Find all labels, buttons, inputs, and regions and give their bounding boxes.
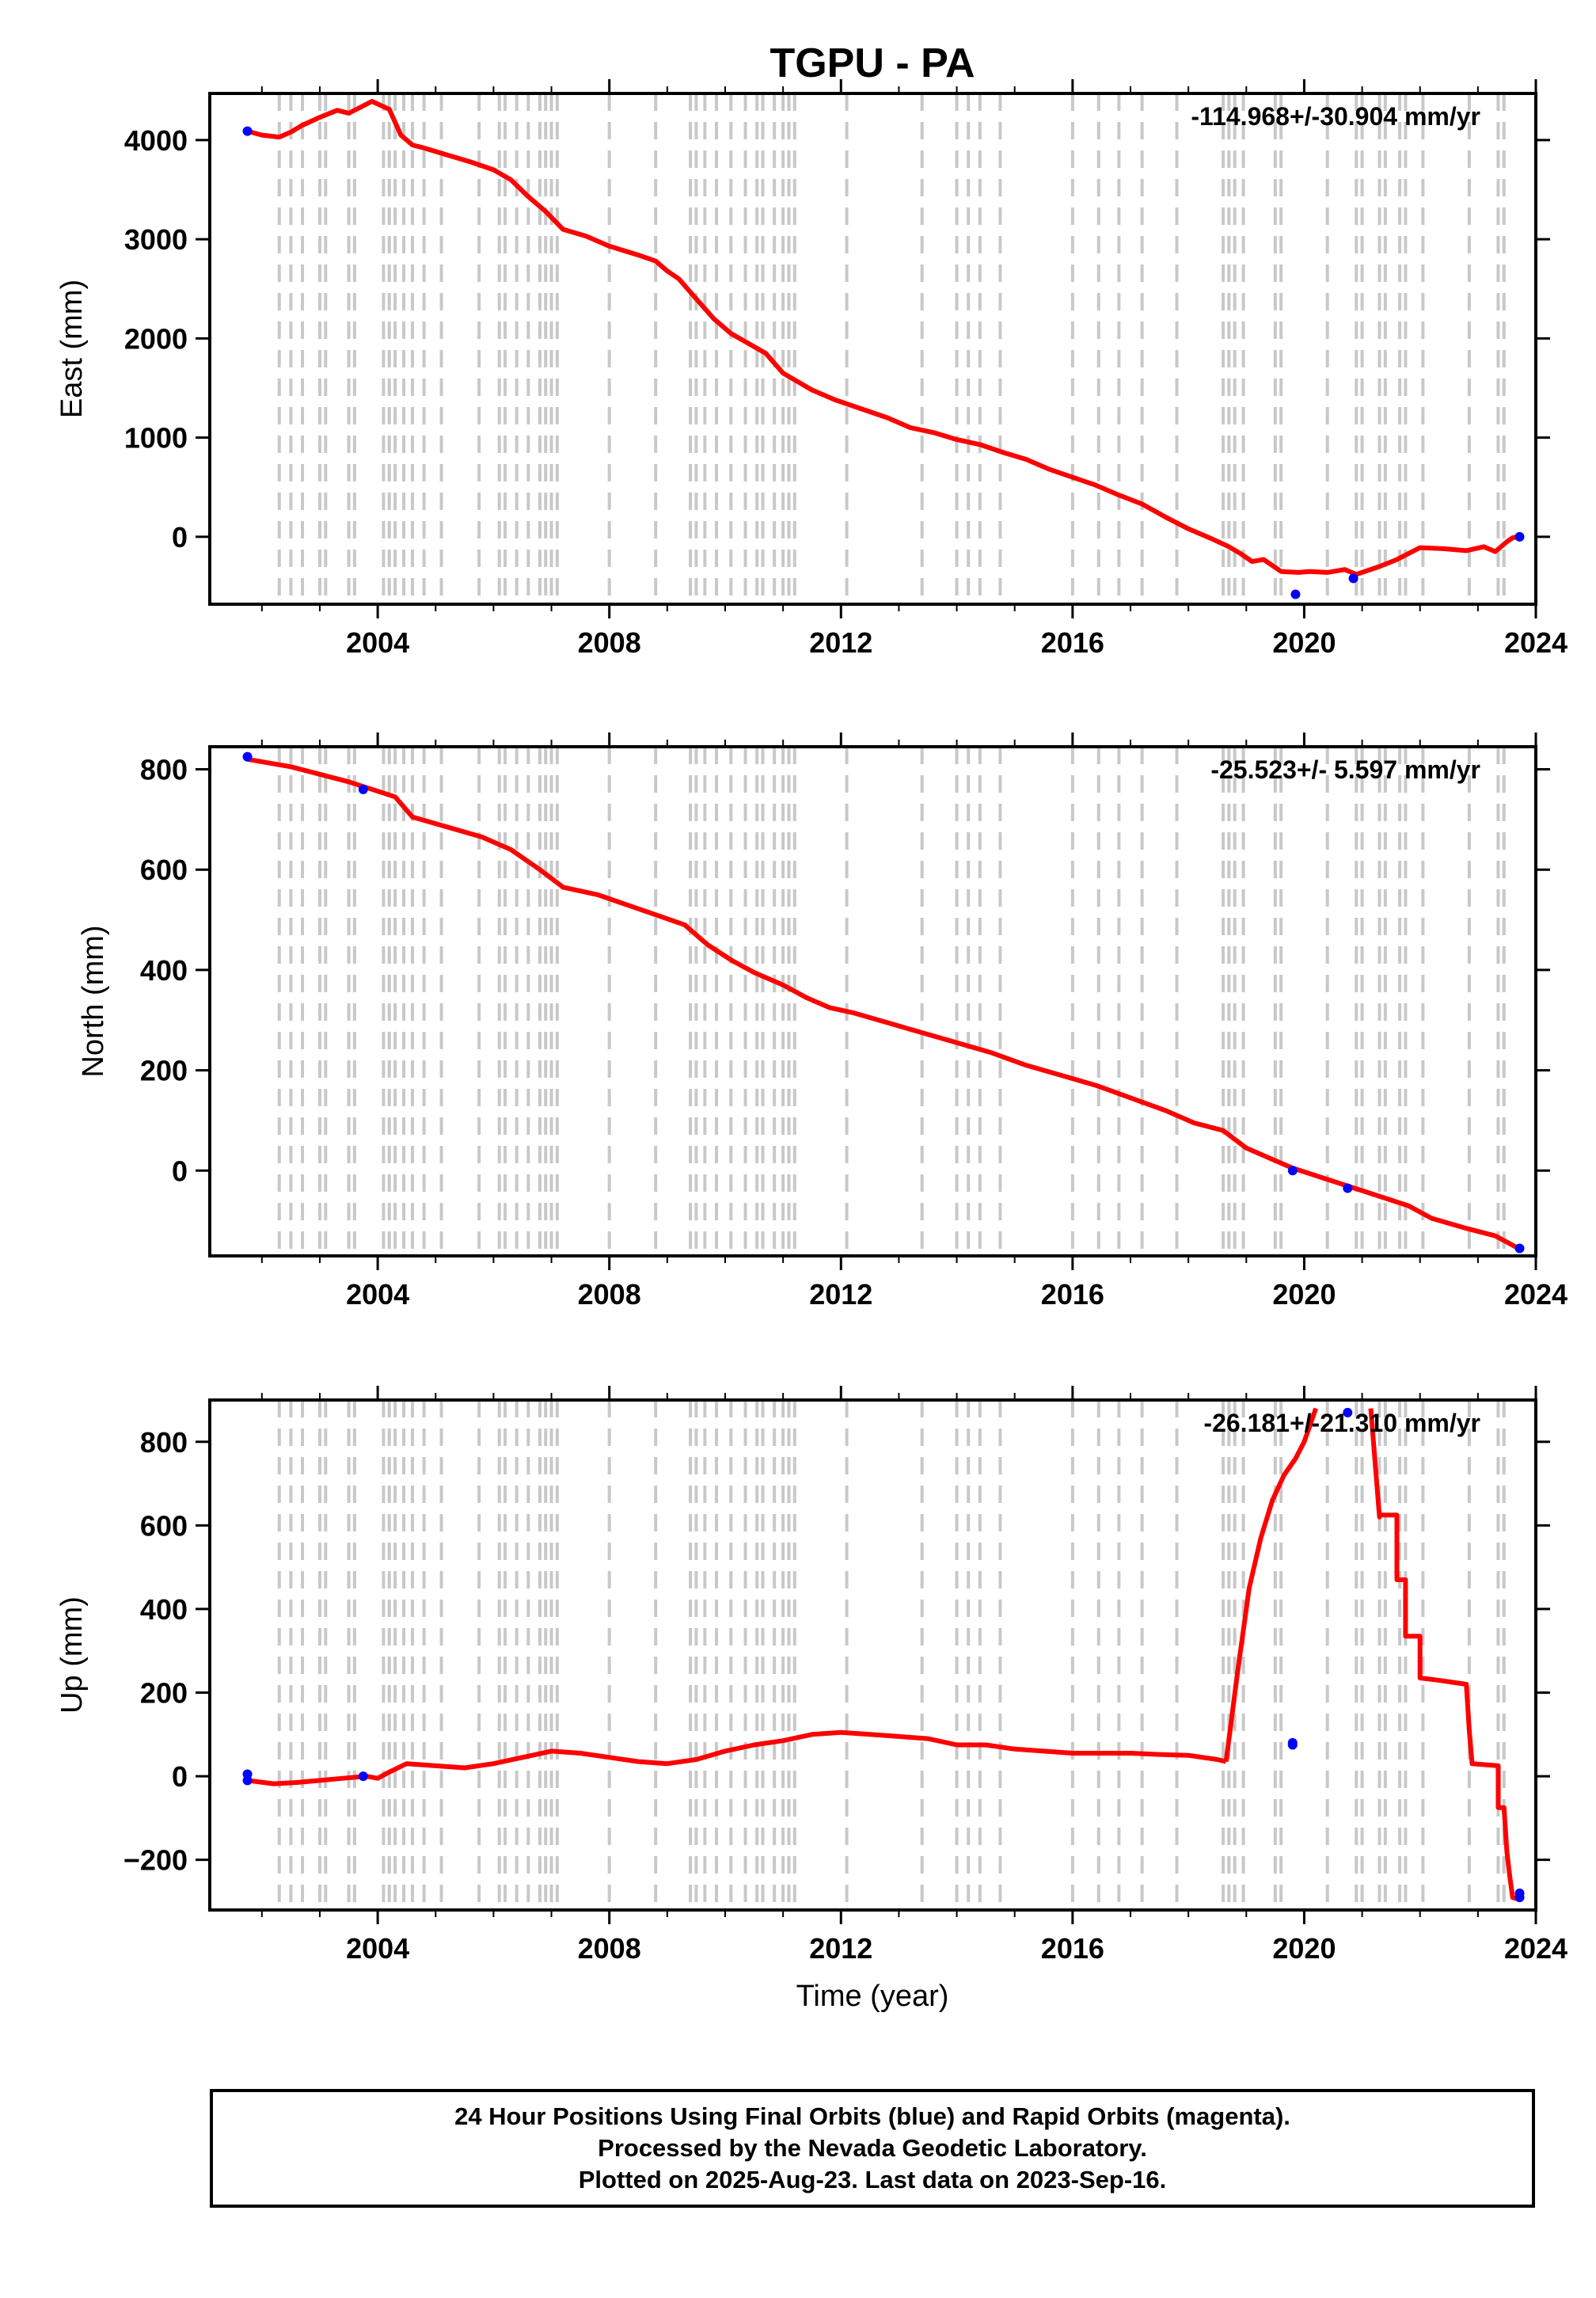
y-axis-label: East (mm) (55, 280, 89, 418)
data-point (242, 126, 253, 136)
x-tick-label: 2008 (578, 1932, 641, 1965)
panel-east: 2004 2008 2012 2016 2020 2024 0 1000 2000 3000 400… (55, 79, 1568, 659)
x-tick-label: 2004 (346, 1278, 409, 1311)
x-axis-label: Time (year) (796, 1980, 949, 2013)
event-lines (277, 1400, 1506, 1910)
x-tick-label: 2024 (1504, 1932, 1568, 1965)
plot-frame (208, 1398, 1537, 1912)
y-tick-label: 800 (140, 1426, 188, 1459)
rate-annotation: -25.523+/- 5.597 mm/yr (1210, 755, 1480, 784)
rate-annotation: -114.968+/-30.904 mm/yr (1191, 102, 1480, 131)
x-tick-label: 2012 (809, 1278, 872, 1311)
footer-line-3: Plotted on 2025-Aug-23. Last data on 202… (578, 2166, 1167, 2193)
series-line (246, 756, 1520, 1251)
data-point (1514, 531, 1525, 542)
footer-line-1: 24 Hour Positions Using Final Orbits (bl… (454, 2102, 1290, 2130)
point-group (242, 751, 1525, 1254)
data-point (242, 1775, 253, 1786)
data-point (358, 1771, 368, 1782)
data-point (1343, 1183, 1353, 1193)
data-point (242, 751, 253, 762)
x-tick-label: 2004 (346, 1932, 409, 1965)
x-tick-label: 2008 (578, 626, 641, 659)
series-line (1368, 1408, 1521, 1902)
x-tick-label: 2012 (809, 626, 872, 659)
plot-frame (208, 92, 1537, 606)
data-point (1287, 1737, 1298, 1748)
series-group (247, 1407, 1521, 1902)
y-tick-label: −200 (124, 1844, 188, 1877)
data-point (1514, 1243, 1525, 1254)
series-line (247, 1729, 1227, 1786)
x-tick-label: 2024 (1504, 626, 1568, 659)
y-tick-label: 600 (140, 1509, 188, 1542)
footer-line-2: Processed by the Nevada Geodetic Laborat… (598, 2134, 1147, 2162)
data-point (1343, 1407, 1353, 1417)
x-tick-label: 2016 (1041, 626, 1104, 659)
y-tick-label: 2000 (124, 322, 188, 355)
point-group (242, 1407, 1525, 1903)
x-tick-label: 2016 (1041, 1932, 1104, 1965)
x-tick-label: 2004 (346, 626, 409, 659)
y-axis-label: North (mm) (77, 925, 110, 1077)
x-tick-label: 2020 (1272, 1278, 1336, 1311)
x-tick-label: 2016 (1041, 1278, 1104, 1311)
data-point (1287, 1166, 1298, 1176)
data-point (1348, 573, 1358, 584)
chart-title: TGPU - PA (770, 40, 975, 86)
y-tick-label: 3000 (124, 223, 188, 256)
x-tick-label: 2024 (1504, 1278, 1568, 1311)
series-line (246, 99, 1519, 577)
plot-frame (208, 745, 1537, 1257)
point-group (242, 126, 1525, 599)
y-tick-label: 200 (140, 1677, 188, 1710)
x-tick-label: 2020 (1272, 1932, 1336, 1965)
data-point (1290, 589, 1301, 599)
panel-up: 2004 2008 2012 2016 2020 2024 −200 0 200 400 600 80… (55, 1386, 1568, 1965)
y-tick-label: 1000 (124, 422, 188, 455)
y-axis-label: Up (mm) (55, 1596, 89, 1714)
rate-annotation: -26.181+/-21.310 mm/yr (1203, 1409, 1480, 1437)
footer-box: 24 Hour Positions Using Final Orbits (bl… (210, 2089, 1535, 2208)
y-tick-label: 200 (140, 1055, 188, 1087)
series-group (246, 99, 1519, 577)
series-group (246, 756, 1520, 1251)
x-tick-label: 2008 (578, 1278, 641, 1311)
y-tick-label: 600 (140, 854, 188, 886)
y-tick-label: 4000 (124, 124, 188, 157)
y-tick-label: 800 (140, 754, 188, 786)
data-point (1514, 1893, 1525, 1903)
y-tick-label: 400 (140, 954, 188, 987)
y-tick-label: 0 (172, 521, 188, 554)
y-tick-label: 0 (172, 1155, 188, 1187)
x-tick-label: 2012 (809, 1932, 872, 1965)
event-lines (277, 93, 1506, 604)
x-tick-label: 2020 (1272, 626, 1336, 659)
y-tick-label: 0 (172, 1760, 188, 1793)
panels: 2004 2008 2012 2016 2020 20240100020003000400… (55, 79, 1568, 1965)
y-tick-label: 400 (140, 1593, 188, 1626)
series-line (1223, 1407, 1318, 1762)
data-point (358, 784, 368, 794)
panel-north: 2004 2008 2012 2016 2020 2024 0 200 400 600 800 Nor… (77, 732, 1568, 1311)
